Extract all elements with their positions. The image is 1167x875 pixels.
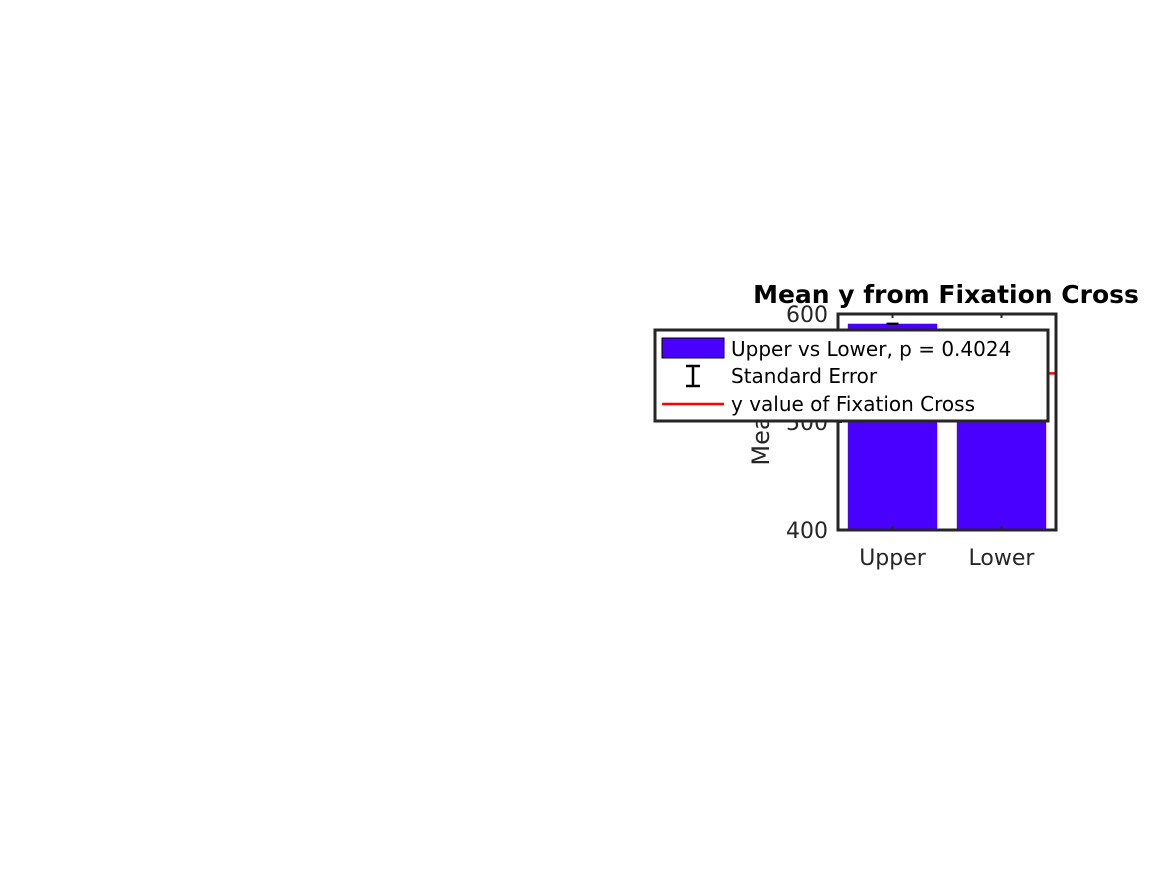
x-tick-label: Upper [859, 546, 927, 571]
y-tick-label: 600 [786, 303, 828, 328]
legend-entry-errorbar-label: Standard Error [731, 364, 878, 388]
legend-entry-bar-label: Upper vs Lower, p = 0.4024 [731, 337, 1011, 361]
legend: Upper vs Lower, p = 0.4024 Standard Erro… [653, 328, 1050, 423]
legend-bar-swatch [661, 337, 725, 359]
chart-title: Mean y from Fixation Cross [753, 280, 1139, 309]
x-ticks-group: Upper Lower [859, 314, 1035, 571]
legend-errorbar-symbol [686, 364, 700, 388]
y-tick-label: 400 [786, 519, 828, 544]
legend-entry-line-label: y value of Fixation Cross [731, 392, 975, 416]
x-tick-label: Lower [969, 546, 1036, 571]
